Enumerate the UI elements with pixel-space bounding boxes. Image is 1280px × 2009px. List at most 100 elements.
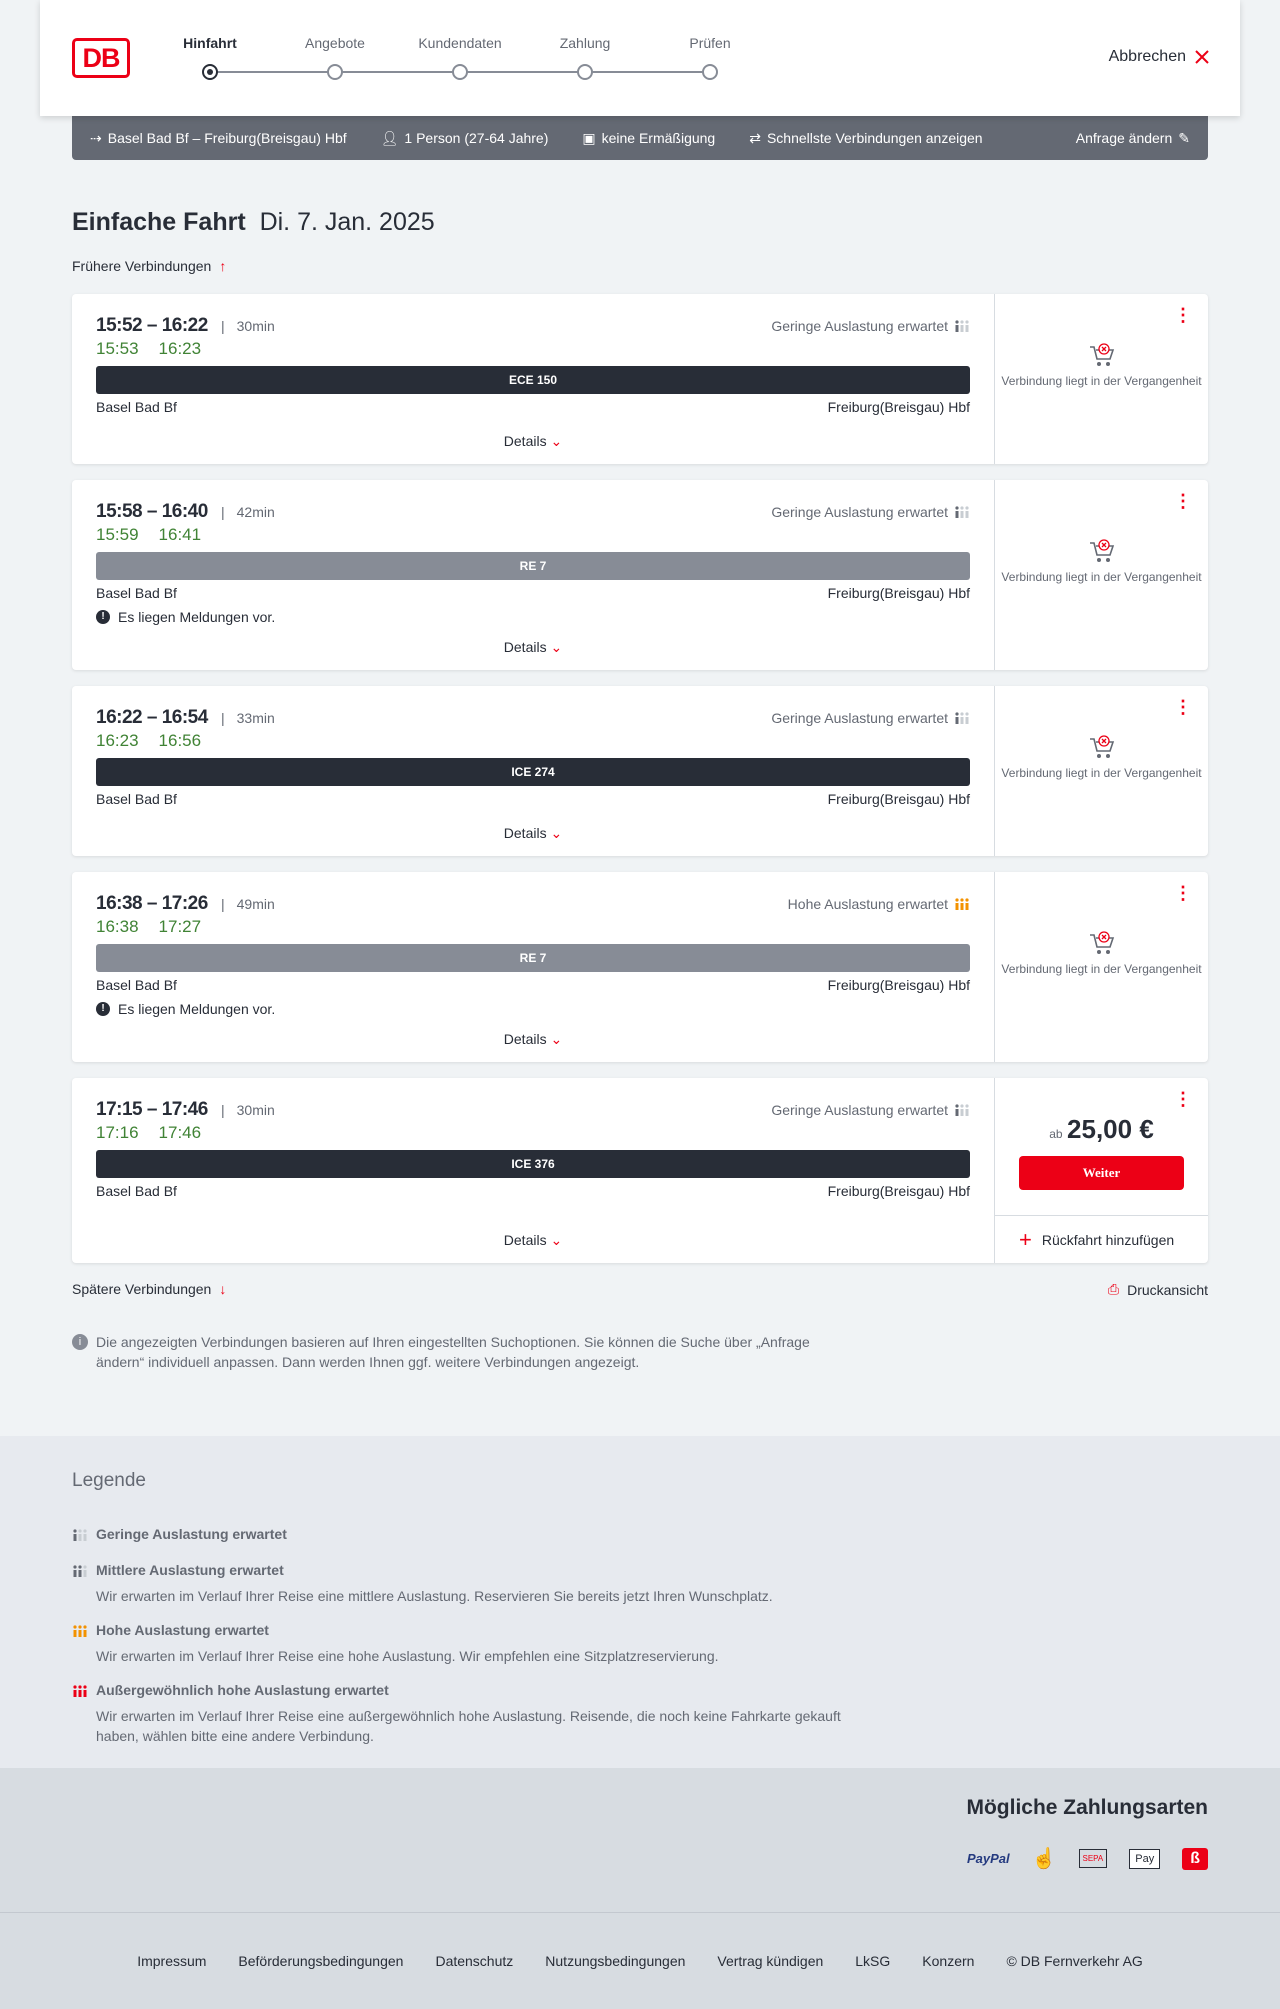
occupancy: Hohe Auslastung erwartet: [788, 896, 970, 912]
trip-type: Einfache Fahrt: [72, 208, 246, 236]
step-zahlung: Zahlung: [559, 35, 611, 51]
messages-notice: ! Es liegen Meldungen vor.: [96, 1001, 275, 1017]
train-bar[interactable]: ECE 150: [96, 366, 970, 394]
footer-link[interactable]: Nutzungsbedingungen: [545, 1953, 686, 1969]
cancel-button[interactable]: Abbrechen: [1109, 48, 1210, 66]
connection-info: 16:22 – 16:54 33min 16:23 16:56 Geringe A…: [72, 686, 995, 856]
sepa-icon: SEPA: [1078, 1849, 1108, 1868]
legend-description: Wir erwarten im Verlauf Ihrer Reise eine…: [96, 1708, 841, 1744]
add-return-button[interactable]: + Rückfahrt hinzufügen: [995, 1215, 1208, 1263]
footer-link[interactable]: Beförderungsbedingungen: [238, 1953, 404, 1969]
more-options-icon[interactable]: ⋮: [1174, 491, 1192, 511]
realtime-times: 16:23 16:56: [96, 731, 221, 751]
cart-unavailable-icon: [1089, 343, 1114, 366]
realtime-arrival: 17:27: [158, 917, 202, 936]
footer-link[interactable]: LkSG: [855, 1953, 891, 1969]
details-toggle[interactable]: Details ⌄: [72, 433, 994, 450]
page-title: Einfache Fahrt Di. 7. Jan. 2025: [72, 208, 435, 237]
duration: 30min: [221, 1102, 275, 1118]
legend-item: Außergewöhnlich hohe Auslastung erwartet…: [73, 1682, 856, 1746]
scheduled-times: 17:15 – 17:46: [96, 1099, 208, 1120]
footer-link[interactable]: Impressum: [137, 1953, 207, 1969]
info-icon: i: [72, 1334, 88, 1350]
later-connections-link[interactable]: Spätere Verbindungen ↓: [72, 1281, 226, 1297]
arrival-station: Freiburg(Breisgau) Hbf: [827, 399, 970, 415]
details-toggle[interactable]: Details ⌄: [72, 639, 994, 656]
realtime-times: 15:53 16:23: [96, 339, 221, 359]
occupancy-label: Geringe Auslastung erwartet: [771, 504, 948, 520]
step-hinfahrt: Hinfahrt: [183, 35, 237, 51]
footer-link[interactable]: © DB Fernverkehr AG: [1006, 1953, 1143, 1969]
connection-card: 15:58 – 16:40 42min 15:59 16:41 Geringe A…: [72, 480, 1208, 670]
printer-icon: ⎙: [1107, 1281, 1120, 1297]
step-angebote: Angebote: [305, 35, 365, 51]
arrow-up-icon: ↑: [219, 258, 227, 274]
route-text: Basel Bad Bf – Freiburg(Breisgau) Hbf: [107, 130, 347, 146]
connection-info: 16:38 – 17:26 49min 16:38 17:27 Hohe Ausl…: [72, 872, 995, 1062]
db-logo[interactable]: DB: [72, 38, 130, 78]
legend-item: Mittlere Auslastung erwartet Wir erwarten…: [73, 1562, 856, 1606]
footer-link[interactable]: Datenschutz: [435, 1953, 514, 1969]
header: DB Hinfahrt Angebote Kundendaten Zahlung…: [40, 0, 1240, 116]
arrival-station: Freiburg(Breisgau) Hbf: [827, 977, 970, 993]
legend-description: Wir erwarten im Verlauf Ihrer Reise eine…: [96, 1588, 773, 1604]
chevron-down-icon: ⌄: [550, 1031, 563, 1047]
apple-pay-icon: Pay: [1129, 1848, 1161, 1869]
realtime-times: 17:16 17:46: [96, 1123, 221, 1143]
realtime-departure: 17:16: [96, 1123, 139, 1142]
offer-panel: ⋮ Verbindung liegt in der Vergangenheit: [995, 686, 1208, 856]
connection-info: 15:52 – 16:22 30min 15:53 16:23 Geringe A…: [72, 294, 995, 464]
train-bar[interactable]: ICE 274: [96, 758, 970, 786]
occupancy-label: Hohe Auslastung erwartet: [787, 896, 948, 912]
chevron-down-icon: ⌄: [550, 1232, 563, 1248]
occupancy: Geringe Auslastung erwartet: [771, 318, 970, 334]
realtime-arrival: 17:46: [158, 1123, 202, 1142]
details-label: Details: [503, 639, 547, 655]
train-bar[interactable]: RE 7: [96, 944, 970, 972]
footer-link[interactable]: Konzern: [922, 1953, 975, 1969]
person-icon: 👤︎: [380, 129, 399, 146]
arrow-right-icon: ⇢: [90, 129, 102, 146]
credit-card-icon: ☝: [1031, 1848, 1057, 1870]
occupancy-high-icon: [73, 1625, 87, 1637]
footer-link[interactable]: Vertrag kündigen: [717, 1953, 824, 1969]
occupancy-extreme-icon: [73, 1685, 87, 1697]
more-options-icon[interactable]: ⋮: [1174, 1089, 1192, 1109]
footer: Impressum Beförderungsbedingungen Datensch…: [0, 1913, 1280, 2009]
later-label: Spätere Verbindungen: [72, 1281, 212, 1297]
summary-passengers: 👤︎ 1 Person (27-64 Jahre): [381, 130, 549, 147]
cart-unavailable-icon: [1089, 539, 1114, 562]
train-bar[interactable]: RE 7: [96, 552, 970, 580]
step-dot-5: [702, 64, 718, 80]
legend-description: Wir erwarten im Verlauf Ihrer Reise eine…: [96, 1648, 719, 1664]
details-toggle[interactable]: Details ⌄: [72, 1232, 994, 1249]
print-label: Druckansicht: [1127, 1281, 1208, 1298]
price-value: 25,00 €: [1067, 1114, 1154, 1144]
plus-icon: +: [1019, 1226, 1032, 1252]
print-view-link[interactable]: ⎙ Druckansicht: [1108, 1281, 1208, 1298]
past-connection-status: Verbindung liegt in der Vergangenheit: [1001, 962, 1202, 976]
occupancy-label: Geringe Auslastung erwartet: [771, 710, 948, 726]
more-options-icon[interactable]: ⋮: [1174, 305, 1192, 325]
duration: 42min: [221, 504, 275, 520]
details-toggle[interactable]: Details ⌄: [72, 825, 994, 842]
earlier-connections-link[interactable]: Frühere Verbindungen ↑: [72, 258, 226, 274]
occupancy: Geringe Auslastung erwartet: [771, 1102, 970, 1118]
more-options-icon[interactable]: ⋮: [1174, 883, 1192, 903]
continue-button[interactable]: Weiter: [1019, 1156, 1184, 1190]
duration: 33min: [221, 710, 275, 726]
train-bar[interactable]: ICE 376: [96, 1150, 970, 1178]
price: ab 25,00 €: [995, 1114, 1208, 1145]
message-text: Es liegen Meldungen vor.: [118, 609, 276, 625]
realtime-departure: 15:59: [96, 525, 139, 544]
change-request-button[interactable]: Anfrage ändern ✎: [1076, 130, 1190, 147]
details-toggle[interactable]: Details ⌄: [72, 1031, 994, 1048]
past-connection-status: Verbindung liegt in der Vergangenheit: [1001, 570, 1202, 584]
occupancy-low-icon: [955, 320, 969, 332]
occupancy-label: Geringe Auslastung erwartet: [771, 1102, 948, 1118]
occupancy-medium-icon: [73, 1565, 87, 1577]
more-options-icon[interactable]: ⋮: [1174, 697, 1192, 717]
scheduled-times: 15:58 – 16:40: [96, 501, 208, 522]
price-prefix: ab: [1049, 1127, 1063, 1141]
legend-label: Hohe Auslastung erwartet: [96, 1622, 269, 1638]
